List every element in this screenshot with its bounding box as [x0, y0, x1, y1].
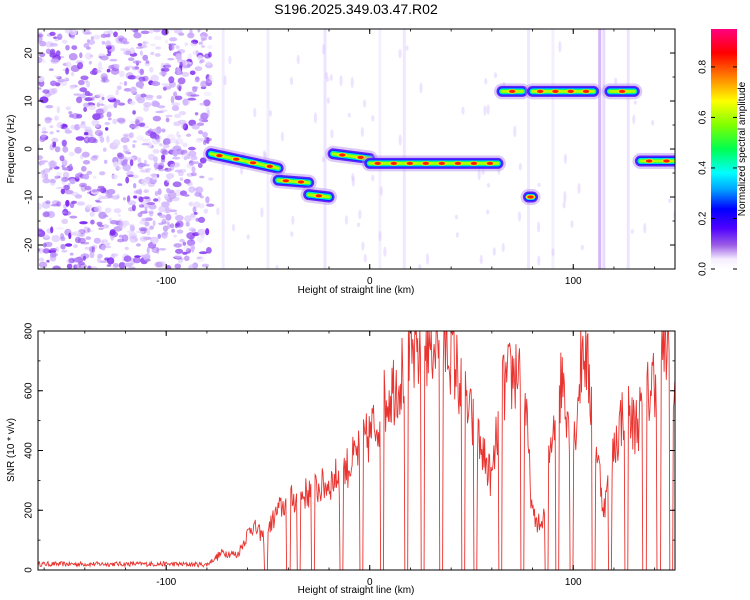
spectrogram-y-ticks: -20 -10 0 10 20 — [24, 28, 675, 270]
y-tick-label: 0 — [24, 146, 35, 152]
y-tick-label: -20 — [24, 237, 35, 252]
x-tick-label: 100 — [565, 577, 582, 588]
ridge-segment-8 — [601, 83, 643, 100]
x-tick-label: 0 — [367, 577, 373, 588]
x-tick-label: -100 — [156, 276, 176, 287]
ridge-segment-4 — [361, 155, 506, 172]
y-tick-label: -10 — [24, 189, 35, 204]
ridge-segment-2 — [300, 186, 338, 205]
snr-y-ticks: 0 200 400 600 800 — [24, 322, 675, 573]
y-tick-label: 10 — [24, 95, 35, 107]
y-tick-label: 600 — [24, 382, 35, 399]
y-tick-label: 200 — [24, 501, 35, 518]
ridge-segment-5 — [494, 83, 531, 100]
ridge-segment-9 — [632, 153, 675, 169]
ridge-segment-0 — [202, 145, 287, 177]
ridge-segment-1 — [270, 172, 317, 191]
noise-region — [38, 29, 675, 269]
colorbar-label: Normalized spectral amplitude — [737, 81, 748, 216]
spectrogram-x-label: Height of straight line (km) — [298, 285, 415, 296]
y-tick-label: 400 — [24, 442, 35, 459]
x-tick-label: -100 — [156, 577, 176, 588]
snr-x-ticks: -100 0 100 — [43, 331, 656, 588]
snr-x-label: Height of straight line (km) — [298, 585, 415, 596]
colorbar-tick-label: 0.0 — [698, 262, 709, 276]
snr-y-label: SNR (10 * v/v) — [6, 418, 17, 482]
colorbar-ticks: 0.0 0.2 0.4 0.6 0.8 — [698, 60, 737, 276]
ridge-segment-7 — [524, 83, 602, 100]
spectrogram-x-ticks: -100 0 100 — [43, 29, 656, 287]
colorbar-tick-label: 0.6 — [698, 110, 709, 124]
colorbar-tick-label: 0.2 — [698, 211, 709, 225]
y-tick-label: 20 — [24, 47, 35, 59]
ridge-segment-6 — [520, 189, 541, 205]
y-tick-label: 0 — [24, 567, 35, 573]
y-tick-label: 800 — [24, 322, 35, 339]
colorbar-tick-label: 0.4 — [698, 161, 709, 175]
x-tick-label: 100 — [565, 276, 582, 287]
colorbar-tick-label: 0.8 — [698, 60, 709, 74]
snr-panel: -100 0 100 0 200 400 600 800 Height of straigh… — [6, 322, 676, 596]
ridge-segments — [202, 83, 675, 205]
ridge-segment-3 — [325, 145, 378, 167]
colorbar-gradient — [711, 29, 737, 269]
chart-title: S196.2025.349.03.47.R02 — [274, 1, 438, 17]
snr-series-line — [38, 331, 675, 570]
x-tick-label: 0 — [367, 276, 373, 287]
spectrogram-y-label: Frequency (Hz) — [6, 115, 17, 184]
colorbar: 0.0 0.2 0.4 0.6 0.8 Normalized spectral ampl… — [698, 29, 748, 276]
